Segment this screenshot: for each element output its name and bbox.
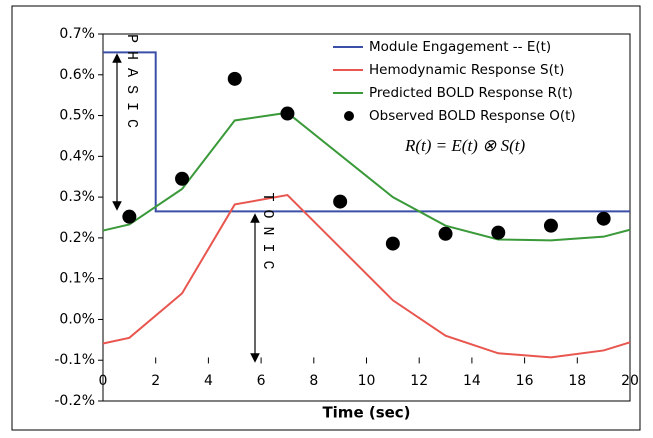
- series-line: [102, 111, 631, 242]
- equation: R(t) = E(t) ⊗ S(t): [404, 136, 525, 155]
- legend-label: Predicted BOLD Response R(t): [369, 85, 573, 101]
- x-tick-label: 18: [568, 373, 586, 389]
- data-point: [227, 71, 242, 86]
- y-tick-label: -0.1%: [54, 352, 95, 368]
- x-axis-label: Time (sec): [322, 404, 410, 422]
- tonic-label: TONIC: [259, 192, 276, 277]
- data-point: [280, 106, 295, 121]
- data-point: [491, 225, 506, 240]
- data-point: [385, 236, 400, 251]
- phasic-label: PHASIC: [123, 34, 140, 136]
- x-tick-label: 0: [99, 373, 108, 389]
- y-tick-label: 0.1%: [59, 271, 95, 287]
- y-tick-label: 0.2%: [59, 230, 95, 246]
- x-tick-label: 2: [151, 373, 160, 389]
- x-tick-label: 20: [621, 373, 639, 389]
- data-point: [333, 194, 348, 209]
- y-tick-label: 0.5%: [59, 108, 95, 124]
- data-point: [175, 171, 190, 186]
- data-point: [596, 211, 611, 226]
- y-tick-label: 0.0%: [59, 311, 95, 327]
- y-tick-label: 0.6%: [59, 67, 95, 83]
- y-tick-label: -0.2%: [54, 393, 95, 409]
- series-line: [103, 51, 630, 213]
- x-tick-label: 8: [309, 373, 318, 389]
- x-tick-label: 6: [257, 373, 266, 389]
- data-point: [122, 209, 137, 224]
- legend-label: Observed BOLD Response O(t): [369, 108, 576, 124]
- y-tick-label: 0.3%: [59, 189, 95, 205]
- x-tick-label: 10: [358, 373, 376, 389]
- y-tick-label: 0.4%: [59, 148, 95, 164]
- legend-label: Module Engagement -- E(t): [369, 39, 551, 55]
- x-tick-label: 12: [410, 373, 428, 389]
- series-line: [102, 193, 631, 359]
- x-tick-label: 16: [516, 373, 534, 389]
- x-tick-label: 4: [204, 373, 213, 389]
- legend-label: Hemodynamic Response S(t): [369, 62, 564, 78]
- x-tick-label: 14: [463, 373, 481, 389]
- legend-marker: [344, 111, 354, 121]
- data-point: [438, 226, 453, 241]
- plot-area: [102, 33, 631, 402]
- y-tick-label: 0.7%: [59, 26, 95, 42]
- data-point: [543, 218, 558, 233]
